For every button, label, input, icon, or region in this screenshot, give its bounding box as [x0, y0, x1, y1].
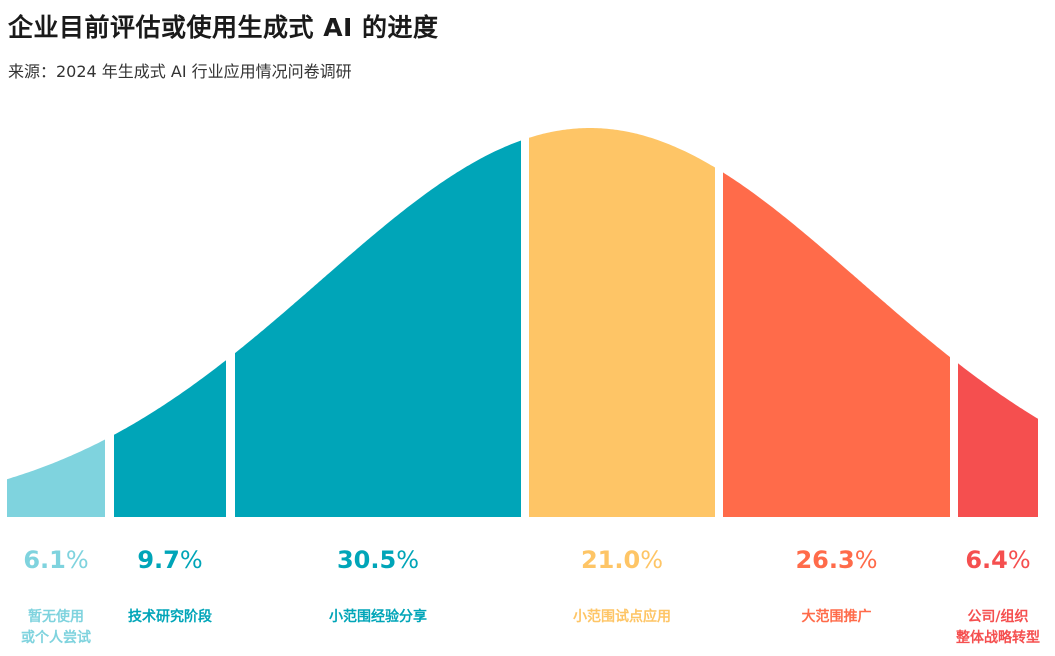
value-label-2: 9.7%: [137, 546, 202, 574]
band-4: [529, 128, 715, 517]
band-1: [7, 439, 105, 517]
band-6: [958, 363, 1038, 517]
band-5: [723, 172, 950, 517]
category-label-6: 公司/组织整体战略转型: [955, 608, 1040, 646]
value-unit: %: [855, 546, 878, 574]
value-label-4: 21.0%: [581, 546, 663, 574]
value-number: 6.1: [23, 546, 66, 574]
value-number: 30.5: [337, 546, 396, 574]
value-number: 26.3: [795, 546, 854, 574]
value-unit: %: [640, 546, 663, 574]
chart-title: 企业目前评估或使用生成式 AI 的进度: [8, 13, 439, 42]
band-3: [235, 140, 521, 517]
value-unit: %: [396, 546, 419, 574]
value-unit: %: [180, 546, 203, 574]
value-label-6: 6.4%: [965, 546, 1030, 574]
value-number: 9.7: [137, 546, 180, 574]
category-label-1: 暂无使用或个人尝试: [21, 608, 91, 646]
band-2: [114, 360, 226, 517]
category-label-3: 小范围经验分享: [329, 608, 427, 625]
value-number: 21.0: [581, 546, 640, 574]
category-label-5: 大范围推广: [802, 608, 872, 625]
value-unit: %: [1008, 546, 1031, 574]
category-label-2: 技术研究阶段: [128, 608, 212, 625]
value-number: 6.4: [965, 546, 1008, 574]
value-label-3: 30.5%: [337, 546, 419, 574]
value-label-5: 26.3%: [795, 546, 877, 574]
category-label-4: 小范围试点应用: [573, 608, 671, 625]
value-label-1: 6.1%: [23, 546, 88, 574]
value-unit: %: [66, 546, 89, 574]
chart-subtitle: 来源：2024 年生成式 AI 行业应用情况问卷调研: [8, 62, 352, 81]
